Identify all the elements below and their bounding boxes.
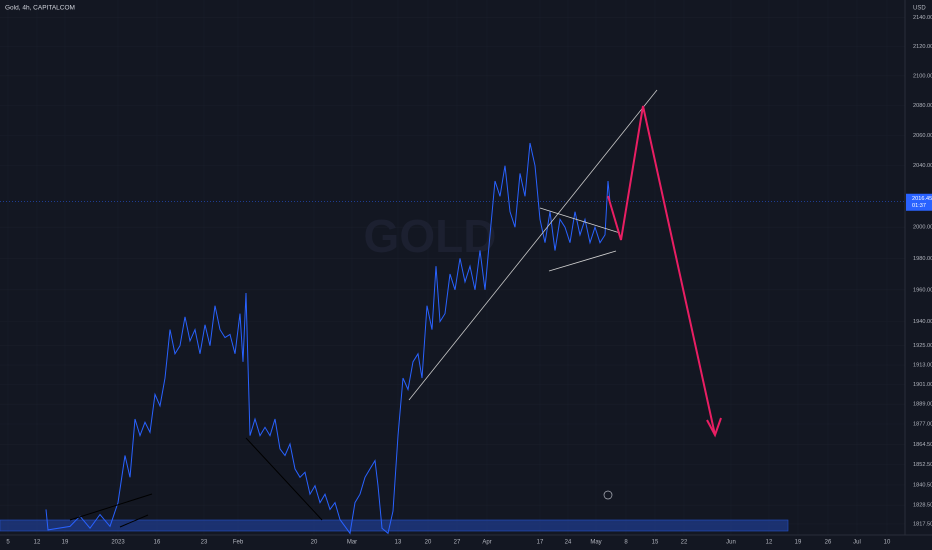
y-tick-label: 2080.00	[913, 103, 932, 109]
x-tick-label: 5	[6, 540, 10, 546]
y-tick-label: 1840.50	[913, 482, 932, 488]
chart-title: Gold, 4h, CAPITALCOM	[5, 5, 75, 12]
y-unit: USD	[913, 6, 926, 12]
plot	[0, 142, 905, 535]
last-price-label: 2016.45	[912, 196, 932, 202]
x-tick-label: 12	[766, 540, 773, 546]
y-tick-label: 1940.00	[913, 319, 932, 325]
y-tick-label: 1901.00	[913, 382, 932, 388]
y-tick-label: 1980.00	[913, 256, 932, 262]
x-tick-label: 8	[624, 540, 628, 546]
x-tick-label: 12	[34, 540, 41, 546]
last-price-tag	[906, 193, 932, 211]
y-tick-label: 2120.00	[913, 44, 932, 50]
x-tick-label: 2023	[111, 540, 125, 546]
y-tick-label: 1852.50	[913, 462, 932, 468]
drawings	[69, 89, 722, 528]
zone-strip	[0, 519, 789, 532]
x-tick-label: Apr	[482, 540, 491, 546]
x-tick-label: 27	[454, 540, 461, 546]
y-tick-label: 2040.00	[913, 163, 932, 169]
x-tick-label: 15	[652, 540, 659, 546]
y-tick-label: 2140.00	[913, 15, 932, 21]
axes: 2140.00 2120.00 2100.00 2080.00 2060.00 2040.…	[6, 15, 932, 546]
watermark: GOLD	[364, 210, 497, 262]
y-tick-label: 1960.00	[913, 287, 932, 293]
x-tick-label: Feb	[233, 540, 244, 546]
y-tick-label: 1877.00	[913, 421, 932, 427]
trend-line	[245, 437, 323, 521]
x-tick-label: 20	[425, 540, 432, 546]
x-tick-label: 22	[681, 540, 688, 546]
trend-line	[69, 493, 153, 521]
x-tick-label: 13	[395, 540, 402, 546]
y-tick-label: 1817.50	[913, 521, 932, 527]
projection-arrow	[607, 105, 716, 436]
y-tick-label: 1828.50	[913, 503, 932, 509]
x-tick-label: Mar	[347, 540, 357, 546]
y-tick-label: 2000.00	[913, 225, 932, 231]
y-tick-label: 2100.00	[913, 73, 932, 79]
x-tick-label: 24	[565, 540, 572, 546]
triangle-lower	[548, 250, 617, 272]
x-tick-label: 26	[825, 540, 832, 546]
x-tick-label: 19	[62, 540, 69, 546]
arrow-head	[706, 417, 722, 438]
x-tick-label: 17	[537, 540, 544, 546]
trend-line	[408, 89, 658, 401]
x-tick-label: 23	[201, 540, 208, 546]
x-tick-label: 20	[311, 540, 318, 546]
x-tick-label: 10	[884, 540, 891, 546]
x-tick-label: 19	[795, 540, 802, 546]
countdown: 01:37	[912, 203, 926, 209]
grid	[0, 0, 905, 535]
trend-line	[119, 514, 149, 528]
x-tick-label: May	[590, 540, 601, 546]
y-tick-label: 1913.00	[913, 363, 932, 369]
triangle-upper	[539, 207, 621, 234]
event-icon[interactable]	[603, 490, 613, 500]
price-line	[45, 142, 611, 535]
y-tick-label: 1889.00	[913, 402, 932, 408]
y-tick-label: 2060.00	[913, 133, 932, 139]
x-tick-label: Jul	[853, 540, 861, 546]
x-tick-label: 16	[154, 540, 161, 546]
x-tick-label: Jun	[726, 540, 736, 546]
y-tick-label: 1925.00	[913, 343, 932, 349]
y-tick-label: 1864.50	[913, 442, 932, 448]
